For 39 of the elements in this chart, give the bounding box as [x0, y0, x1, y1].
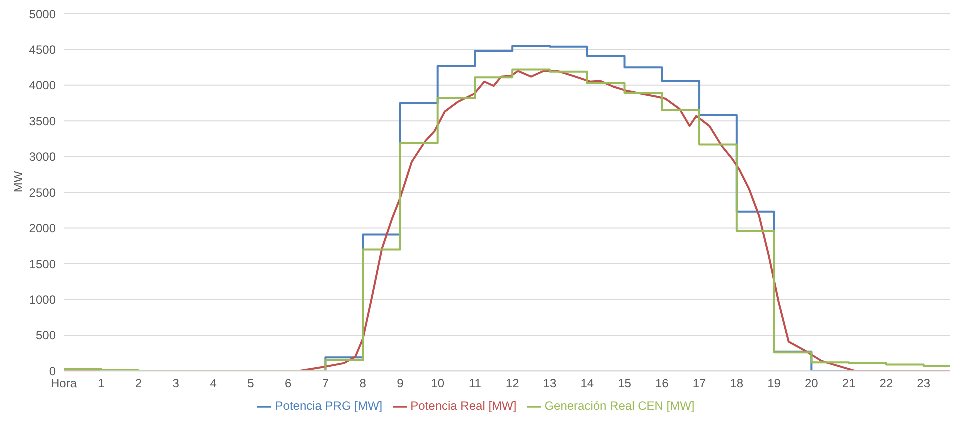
x-tick-label: 2 — [135, 376, 142, 391]
y-axis-title: MW — [11, 170, 26, 193]
x-tick-label: 17 — [692, 376, 707, 391]
x-tick-label: 15 — [618, 376, 632, 391]
x-tick-label: 13 — [543, 376, 557, 391]
x-tick-label: 16 — [655, 376, 670, 391]
x-tick-label: 11 — [468, 376, 482, 391]
x-tick-label: 19 — [768, 376, 782, 391]
y-tick-label: 4000 — [29, 78, 56, 93]
x-tick-label: 5 — [248, 376, 255, 391]
x-tick-label: 12 — [506, 376, 520, 391]
x-tick-label: 3 — [172, 376, 180, 391]
legend-label: Potencia PRG [MW] — [275, 399, 383, 414]
y-tick-label: 500 — [36, 328, 56, 343]
x-tick-label: 8 — [360, 376, 367, 391]
x-tick-label: 10 — [431, 376, 445, 391]
y-tick-label: 4500 — [29, 42, 56, 57]
x-tick-label: 20 — [805, 376, 819, 391]
x-tick-label: 6 — [284, 376, 292, 391]
y-tick-label: 3500 — [29, 114, 56, 128]
x-tick-label: 18 — [730, 376, 744, 391]
legend-label: Potencia Real [MW] — [410, 399, 517, 414]
x-tick-label: 9 — [397, 376, 404, 391]
legend-label: Generación Real CEN [MW] — [544, 399, 695, 414]
x-tick-label: 23 — [917, 376, 931, 391]
x-tick-label: Hora — [50, 376, 78, 391]
x-tick-label: 1 — [98, 376, 106, 391]
y-tick-label: 3000 — [29, 150, 56, 164]
x-tick-label: 7 — [322, 376, 330, 391]
y-tick-label: 5000 — [29, 7, 56, 22]
x-tick-label: 4 — [210, 376, 218, 391]
x-tick-label: 22 — [880, 376, 894, 391]
y-tick-label: 1500 — [29, 257, 56, 272]
y-tick-label: 1000 — [29, 292, 56, 307]
y-tick-label: 2000 — [29, 222, 56, 236]
y-tick-label: 2500 — [29, 186, 56, 200]
y-tick-label: 0 — [49, 364, 56, 378]
x-tick-label: 14 — [580, 376, 594, 391]
x-tick-label: 21 — [842, 376, 856, 391]
